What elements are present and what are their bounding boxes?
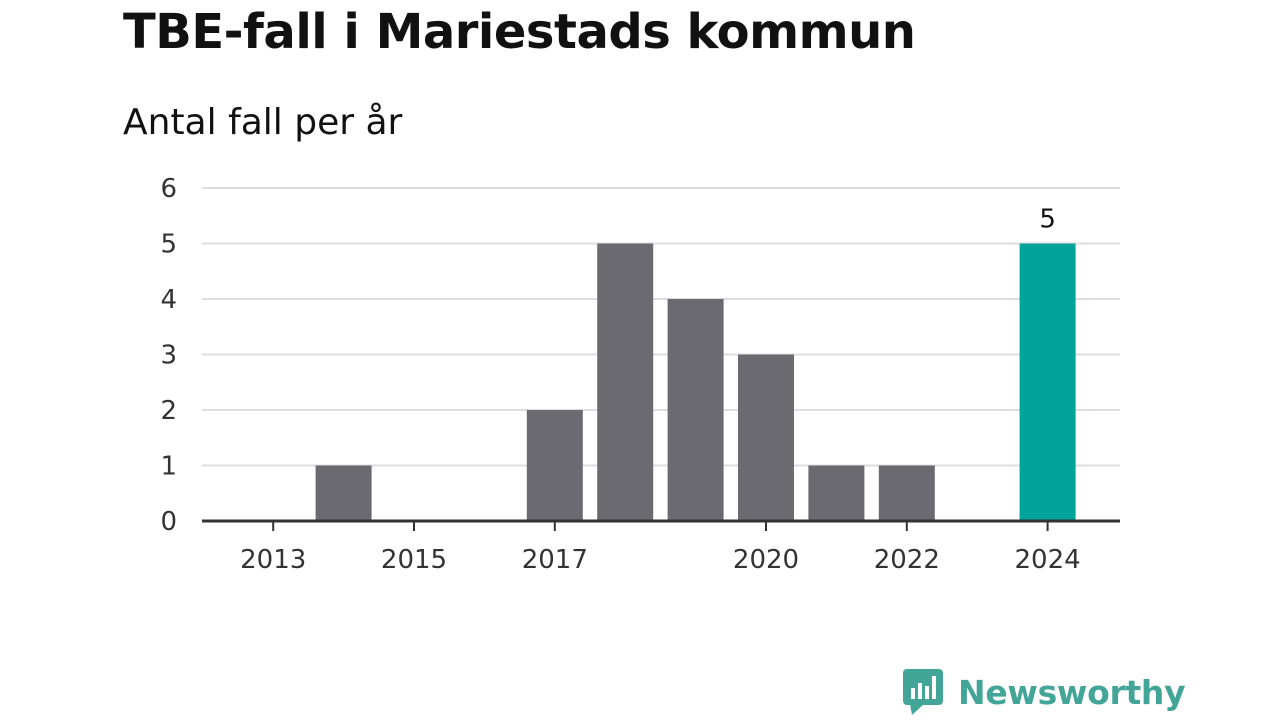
bar-2017: [526, 410, 583, 521]
brand-logo: Newsworthy: [902, 668, 1186, 716]
x-tick-label: 2020: [733, 545, 799, 575]
chart-subtitle: Antal fall per år: [123, 102, 403, 143]
bar-2019: [667, 299, 724, 521]
y-tick-label: 0: [160, 507, 177, 537]
bar-2018: [597, 243, 654, 521]
y-tick-label: 5: [160, 230, 177, 260]
bar-2021: [808, 465, 865, 521]
bar-2024: [1019, 243, 1076, 521]
bar-2022: [878, 465, 935, 521]
y-tick-label: 1: [160, 452, 177, 482]
x-tick-label: 2022: [874, 545, 940, 575]
x-tick-label: 2024: [1015, 545, 1081, 575]
data-label-2024: 5: [1039, 205, 1056, 235]
x-axis-ticks: [272, 521, 1049, 531]
chart-title: TBE-fall i Mariestads kommun: [123, 4, 916, 60]
x-tick-label: 2015: [381, 545, 447, 575]
bars: [315, 243, 1076, 521]
bar-2020: [738, 354, 794, 521]
bar-chart-badge-icon: [903, 669, 943, 715]
x-tick-label: 2013: [240, 545, 306, 575]
y-axis-labels: 0 1 2 3 4 5 6: [160, 174, 177, 537]
y-tick-label: 6: [160, 174, 177, 204]
y-tick-label: 4: [160, 285, 177, 315]
y-tick-label: 2: [160, 396, 177, 426]
bar-2014: [315, 465, 372, 521]
gridlines: [202, 187, 1120, 467]
x-tick-label: 2017: [522, 545, 588, 575]
y-tick-label: 3: [160, 341, 177, 371]
annotations: 5: [1039, 205, 1056, 235]
brand-name: Newsworthy: [958, 672, 1186, 712]
x-axis-labels: 2013 2015 2017 2020 2022 2024: [240, 545, 1081, 575]
bar-chart: 0 1 2 3 4 5 6 2013 2015 2017 2020 2022 2024 5: [160, 174, 1120, 575]
